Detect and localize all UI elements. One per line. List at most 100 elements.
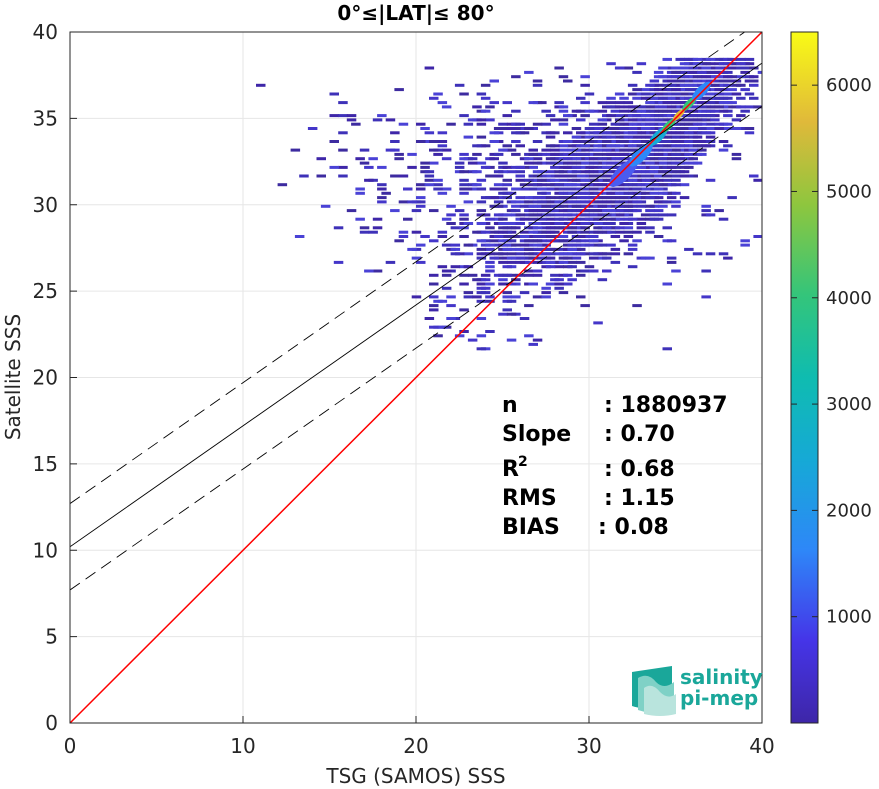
density-cell: [316, 157, 326, 161]
density-cell: [502, 265, 512, 269]
density-cell: [489, 157, 499, 161]
density-cell: [558, 75, 569, 79]
density-cell: [749, 174, 759, 178]
density-cell: [679, 170, 690, 174]
density-cell: [627, 247, 638, 251]
stat-rms-label: RMS: [502, 486, 557, 511]
density-cell: [692, 57, 703, 61]
density-cell: [446, 304, 456, 308]
density-cell: [658, 66, 668, 70]
density-cell: [476, 247, 487, 251]
density-cell: [723, 256, 733, 260]
density-cell: [718, 109, 729, 113]
density-cell: [441, 148, 452, 152]
density-cell: [528, 165, 538, 169]
density-cell: [714, 75, 724, 79]
density-cell: [446, 213, 456, 217]
density-cell: [506, 282, 517, 286]
density-cell: [619, 148, 629, 152]
density-cell: [645, 196, 655, 200]
density-cell: [671, 200, 681, 204]
density-cell: [662, 200, 672, 204]
density-cell: [545, 265, 556, 269]
density-cell: [614, 66, 625, 70]
density-cell: [558, 109, 569, 113]
density-cell: [714, 105, 724, 109]
density-cell: [610, 252, 621, 256]
density-cell: [493, 183, 504, 187]
density-cell: [515, 178, 525, 182]
density-cell: [723, 96, 733, 100]
density-cell: [684, 96, 694, 100]
density-cell: [563, 140, 573, 143]
density-cell: [558, 118, 569, 122]
density-cell: [731, 157, 742, 161]
density-cell: [498, 226, 508, 230]
density-cell: [563, 114, 573, 118]
density-cell: [524, 247, 534, 251]
density-cell: [416, 122, 426, 126]
density-cell: [640, 114, 651, 118]
density-cell: [256, 83, 266, 87]
density-cell: [554, 66, 564, 70]
density-cell: [429, 273, 439, 277]
density-cell: [506, 170, 517, 174]
density-cell: [506, 222, 517, 225]
density-cell: [502, 178, 512, 182]
density-cell: [723, 101, 733, 105]
density-cell: [627, 83, 638, 87]
density-cell: [627, 127, 638, 130]
density-cell: [640, 127, 651, 130]
density-cell: [550, 273, 560, 277]
density-cell: [454, 161, 465, 165]
density-cell: [532, 122, 543, 126]
density-cell: [524, 252, 534, 256]
density-cell: [623, 135, 634, 139]
density-cell: [485, 226, 495, 230]
density-cell: [684, 57, 694, 61]
density-cell: [437, 131, 448, 135]
density-cell: [593, 191, 603, 195]
density-cell: [632, 96, 642, 100]
density-cell: [614, 230, 625, 234]
density-cell: [671, 148, 681, 152]
density-cell: [476, 222, 487, 225]
density-cell: [649, 165, 660, 169]
density-cell: [450, 265, 461, 269]
density-cell: [299, 174, 309, 178]
colorbar-tick-label: 2000: [826, 500, 872, 521]
density-cell: [744, 57, 755, 61]
density-cell: [623, 230, 634, 234]
density-cell: [485, 247, 495, 251]
density-cell: [688, 114, 698, 118]
density-cell: [606, 243, 616, 247]
density-cell: [558, 144, 569, 148]
density-cell: [614, 144, 625, 148]
density-cell: [606, 152, 616, 156]
density-cell: [372, 217, 383, 221]
density-cell: [433, 178, 443, 182]
density-cell: [524, 161, 534, 165]
density-cell: [589, 269, 599, 273]
density-cell: [511, 75, 521, 79]
density-cell: [727, 88, 737, 92]
density-cell: [632, 88, 642, 92]
density-cell: [532, 174, 543, 178]
density-cell: [329, 165, 339, 169]
density-cell: [679, 122, 690, 126]
density-cell: [649, 170, 660, 174]
density-cell: [640, 191, 651, 195]
density-cell: [623, 105, 634, 109]
density-cell: [502, 101, 512, 105]
density-cell: [433, 334, 443, 338]
density-cell: [381, 191, 391, 195]
chart-title: 0°≤|LAT|≤ 80°: [337, 1, 494, 25]
density-cell: [614, 152, 625, 156]
density-cell: [606, 135, 616, 139]
density-cell: [519, 291, 530, 295]
density-cell: [429, 148, 439, 152]
density-cell: [502, 213, 512, 217]
density-cell: [606, 209, 616, 213]
density-cell: [554, 286, 564, 290]
density-cell: [627, 265, 638, 269]
